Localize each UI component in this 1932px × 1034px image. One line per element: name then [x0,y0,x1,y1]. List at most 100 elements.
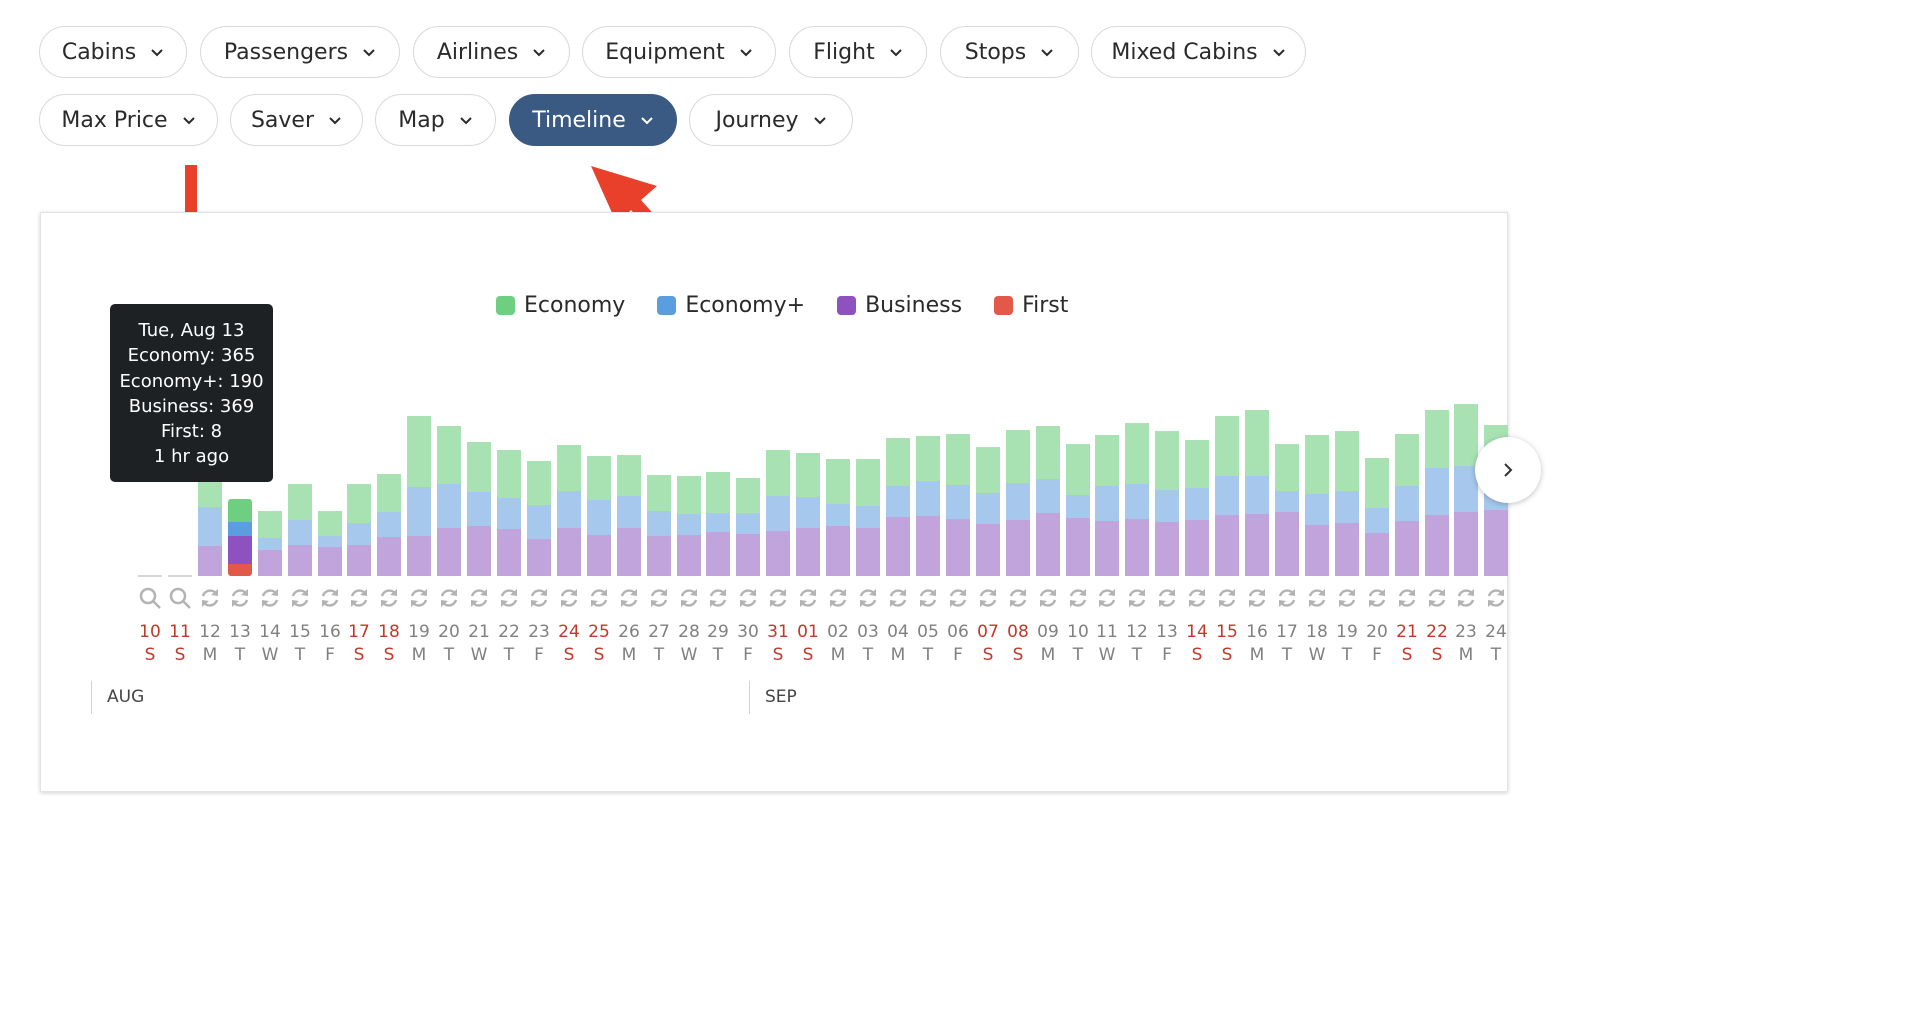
bar-segment-economy-plus[interactable] [1125,484,1149,519]
next-page-button[interactable] [1475,437,1541,503]
refresh-icon[interactable] [1305,586,1329,610]
refresh-icon[interactable] [976,586,1000,610]
bar-segment-business[interactable] [706,532,730,576]
bar-segment-economy[interactable] [318,511,342,536]
bar-segment-business[interactable] [1155,521,1179,576]
refresh-icon[interactable] [437,586,461,610]
refresh-icon[interactable] [228,586,252,610]
bar-segment-economy-plus[interactable] [228,522,252,536]
bar-segment-business[interactable] [1095,520,1119,576]
bar-segment-economy[interactable] [1335,430,1359,491]
bar-segment-business[interactable] [1036,513,1060,576]
bar-segment-economy[interactable] [198,480,222,507]
refresh-icon[interactable] [1454,586,1478,610]
bar-segment-economy-plus[interactable] [1305,493,1329,526]
bar-segment-economy-plus[interactable] [706,513,730,532]
bar-segment-business[interactable] [1395,520,1419,576]
bar-segment-business[interactable] [1215,515,1239,576]
bar-segment-economy[interactable] [946,433,970,486]
bar-segment-business[interactable] [1365,532,1389,576]
bar-segment-economy[interactable] [617,455,641,497]
filter-max-price[interactable]: Max Price [39,94,218,146]
refresh-icon[interactable] [1095,586,1119,610]
filter-stops[interactable]: Stops [940,26,1079,78]
bar-segment-business[interactable] [826,526,850,576]
bar-segment-business[interactable] [1275,512,1299,576]
bar-segment-economy-plus[interactable] [886,486,910,518]
refresh-icon[interactable] [1066,586,1090,610]
refresh-icon[interactable] [766,586,790,610]
bar-segment-business[interactable] [587,534,611,576]
bar-segment-business[interactable] [198,546,222,576]
refresh-icon[interactable] [198,586,222,610]
refresh-icon[interactable] [1036,586,1060,610]
bar-segment-first[interactable] [228,564,252,576]
bar-segment-economy[interactable] [1036,426,1060,479]
bar-segment-business[interactable] [1125,518,1149,576]
bar-segment-economy[interactable] [677,475,701,515]
refresh-icon[interactable] [826,586,850,610]
bar-segment-economy[interactable] [736,477,760,514]
bar-segment-business[interactable] [1245,514,1269,576]
bar-segment-business[interactable] [946,518,970,576]
bar-segment-economy-plus[interactable] [1245,475,1269,515]
refresh-icon[interactable] [347,586,371,610]
bar-segment-economy-plus[interactable] [1275,490,1299,513]
bar-segment-economy[interactable] [407,415,431,488]
refresh-icon[interactable] [736,586,760,610]
bar-segment-economy-plus[interactable] [198,506,222,547]
bar-segment-economy-plus[interactable] [976,492,1000,524]
bar-segment-business[interactable] [766,531,790,576]
refresh-icon[interactable] [1335,586,1359,610]
bar-segment-economy-plus[interactable] [796,497,820,529]
filter-journey[interactable]: Journey [689,94,853,146]
refresh-icon[interactable] [916,586,940,610]
refresh-icon[interactable] [617,586,641,610]
refresh-icon[interactable] [1425,586,1449,610]
bar-segment-economy[interactable] [497,449,521,499]
bar-segment-economy[interactable] [1095,434,1119,487]
bar-segment-business[interactable] [467,526,491,576]
bar-segment-business[interactable] [1185,519,1209,576]
bar-segment-economy-plus[interactable] [347,522,371,546]
bar-segment-economy-plus[interactable] [437,484,461,529]
bar-segment-business[interactable] [318,546,342,576]
bar-segment-economy-plus[interactable] [587,500,611,535]
bar-segment-business[interactable] [377,536,401,576]
bar-segment-economy[interactable] [587,456,611,501]
refresh-icon[interactable] [527,586,551,610]
bar-segment-business[interactable] [1305,525,1329,576]
bar-segment-economy[interactable] [1305,434,1329,494]
bar-segment-economy[interactable] [437,426,461,485]
bar-segment-economy-plus[interactable] [1425,468,1449,516]
bar-segment-economy[interactable] [228,499,252,522]
bar-segment-economy[interactable] [916,435,940,482]
bar-segment-economy[interactable] [1006,429,1030,484]
refresh-icon[interactable] [1275,586,1299,610]
bar-segment-economy-plus[interactable] [1395,486,1419,521]
bar-segment-economy-plus[interactable] [258,537,282,550]
filter-cabins[interactable]: Cabins [39,26,187,78]
bar-segment-economy[interactable] [706,472,730,514]
refresh-icon[interactable] [1125,586,1149,610]
refresh-icon[interactable] [1215,586,1239,610]
filter-mixed-cabins[interactable]: Mixed Cabins [1091,26,1306,78]
filter-map[interactable]: Map [375,94,496,146]
bar-segment-business[interactable] [1484,510,1508,576]
refresh-icon[interactable] [1245,586,1269,610]
bar-segment-business[interactable] [647,535,671,576]
bar-segment-business[interactable] [736,533,760,576]
bar-segment-economy-plus[interactable] [467,491,491,527]
bar-segment-economy-plus[interactable] [497,498,521,530]
bar-segment-business[interactable] [407,535,431,576]
bar-segment-business[interactable] [437,528,461,576]
bar-segment-business[interactable] [258,549,282,576]
bar-segment-business[interactable] [976,523,1000,576]
bar-segment-economy[interactable] [1125,423,1149,485]
bar-segment-economy[interactable] [258,511,282,538]
bar-segment-economy[interactable] [766,449,790,497]
bar-segment-business[interactable] [347,545,371,576]
bar-segment-economy-plus[interactable] [1215,475,1239,516]
filter-passengers[interactable]: Passengers [200,26,400,78]
filter-flight[interactable]: Flight [789,26,927,78]
